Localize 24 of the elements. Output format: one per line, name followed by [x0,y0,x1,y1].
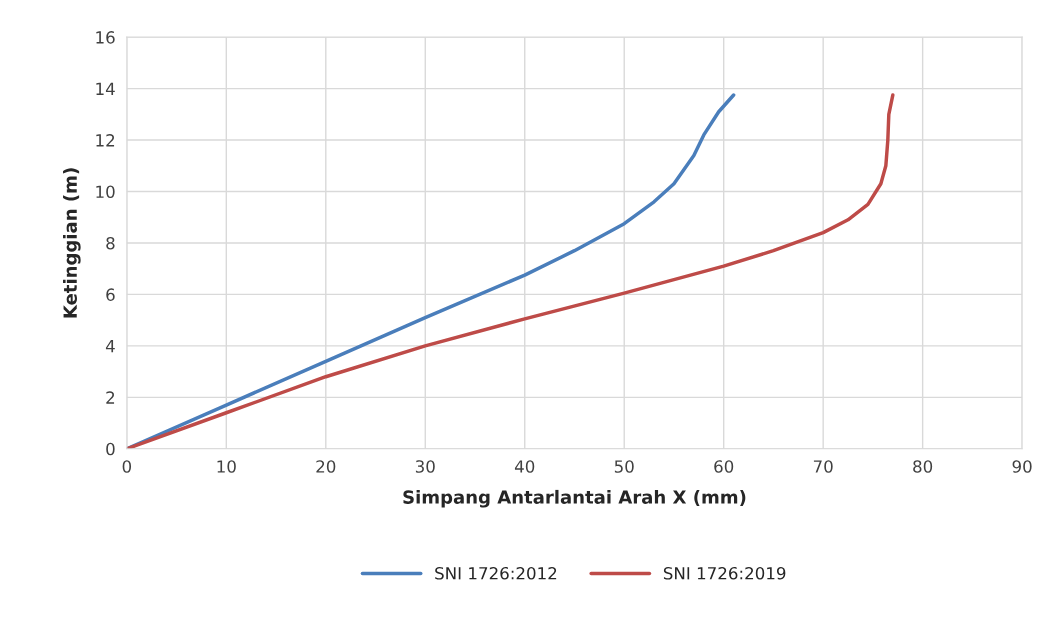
y-tick-label: 4 [105,340,115,353]
y-tick-label: 14 [96,82,115,95]
y-tick-label: 6 [106,288,115,301]
y-tick-label: 10 [96,185,115,199]
line-series [126,93,895,449]
x-tick-label: 40 [514,460,535,473]
y-tick-label: 12 [96,134,115,147]
x-tick-label: 90 [1012,460,1032,473]
x-tick-label: 80 [913,460,933,473]
y-tick-label: 2 [106,391,115,404]
y-axis-title: Ketinggian (m) [63,168,81,318]
x-tick-label: 30 [415,460,435,473]
legend-label: SNI 1726:2019 [663,566,786,580]
x-tick-label: 10 [217,460,236,473]
y-tick-label: 16 [96,31,115,44]
x-tick-label: 50 [614,460,634,473]
x-tick-label: 20 [316,460,336,473]
x-tick-label: 60 [714,460,734,473]
x-axis-title: Simpang Antarlantai Arah X (mm) [403,489,746,508]
x-tick-label: 0 [122,460,132,473]
y-tick-label: 8 [106,236,115,250]
legend-label: SNI 1726:2012 [435,566,557,580]
x-tick-label: 70 [813,460,833,473]
y-tick-label: 0 [106,442,115,456]
